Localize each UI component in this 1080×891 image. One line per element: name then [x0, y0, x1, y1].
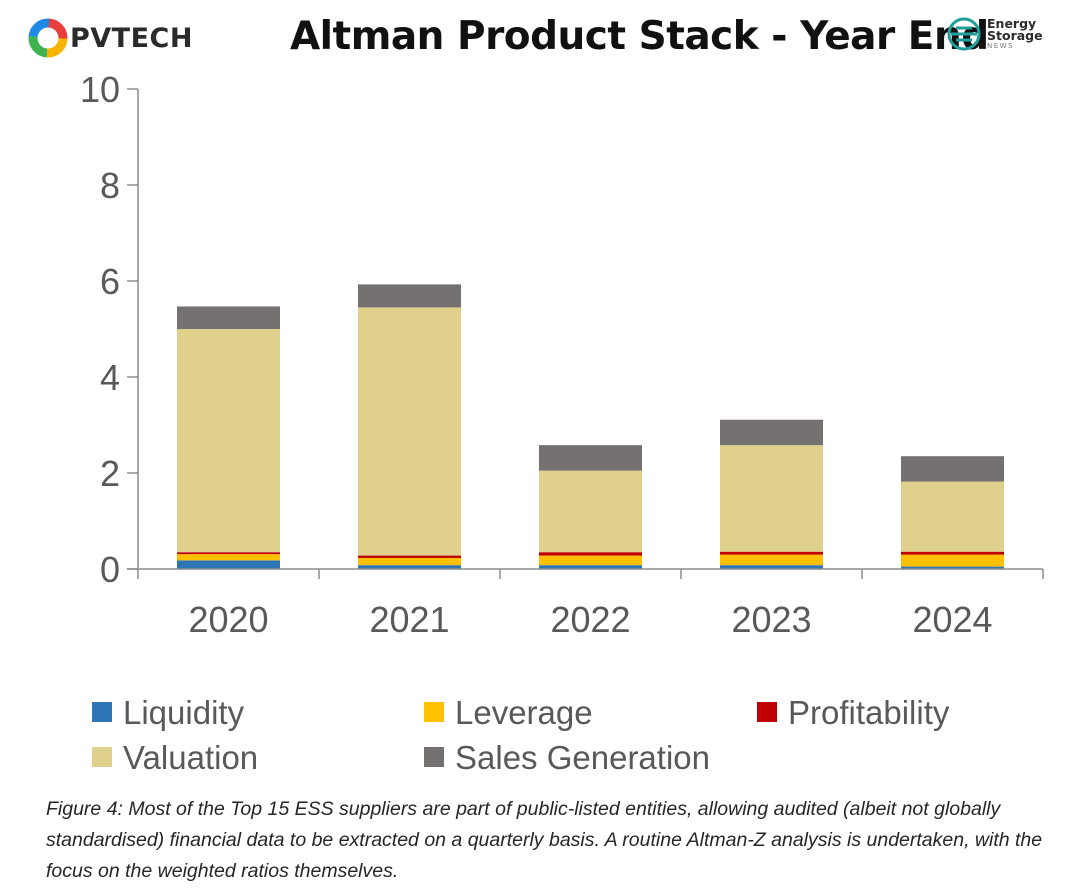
bar-segment: [720, 419, 823, 446]
y-tick-label: 2: [100, 453, 120, 494]
bar-segment: [901, 456, 1004, 482]
bar-segment: [720, 445, 823, 552]
y-tick-label: 0: [100, 549, 120, 590]
bar-segment: [539, 552, 642, 556]
bar-segment: [539, 445, 642, 471]
bar-segment: [539, 555, 642, 566]
bar-segment: [177, 329, 280, 553]
energy-storage-news-logo: Energy Storage NEWS: [946, 16, 1043, 52]
bar-segment: [177, 306, 280, 329]
bar-segment: [539, 470, 642, 553]
legend-swatch: [424, 747, 444, 767]
pvtech-logo-icon: [28, 18, 68, 58]
bar-segment: [358, 284, 461, 308]
legend-swatch: [92, 747, 112, 767]
x-tick-label: 2024: [912, 599, 992, 640]
y-tick-label: 10: [80, 69, 120, 110]
y-tick-label: 4: [100, 357, 120, 398]
bar-segment: [901, 554, 1004, 567]
legend-swatch: [92, 702, 112, 722]
legend-swatch: [424, 702, 444, 722]
x-tick-label: 2021: [369, 599, 449, 640]
bar-segment: [177, 552, 280, 555]
x-tick-label: 2022: [550, 599, 630, 640]
bar-segment: [720, 565, 823, 569]
bar-segment: [358, 565, 461, 569]
legend-swatch: [757, 702, 777, 722]
brand-line-energy: Energy: [987, 15, 1037, 31]
bar-segment: [901, 551, 1004, 555]
bar-segment: [177, 560, 280, 569]
x-tick-label: 2023: [731, 599, 811, 640]
bar-segment: [358, 555, 461, 558]
brand-line-storage: Storage: [987, 27, 1043, 43]
legend-label: Liquidity: [123, 694, 245, 731]
bar-segment: [358, 307, 461, 556]
bar-segment: [539, 565, 642, 569]
legend-label: Valuation: [123, 739, 258, 776]
y-tick-label: 6: [100, 261, 120, 302]
stacked-bar-chart: 0 2 4 6 8 10 2020 2021 2022 2023 2024 Liquidity Leve…: [80, 69, 1044, 776]
legend-label: Sales Generation: [455, 739, 710, 776]
pvtech-logo-text: PVTECH: [70, 22, 193, 54]
bar-segment: [901, 566, 1004, 569]
figure-caption: Figure 4: Most of the Top 15 ESS supplie…: [46, 798, 1043, 882]
bar-segment: [720, 554, 823, 566]
y-tick-label: 8: [100, 165, 120, 206]
energy-storage-logo-icon: [947, 17, 981, 51]
bar-segment: [177, 554, 280, 561]
chart-title: Altman Product Stack - Year End: [290, 14, 989, 59]
legend-label: Profitability: [788, 694, 950, 731]
x-tick-label: 2020: [188, 599, 268, 640]
legend-label: Leverage: [455, 694, 593, 731]
pvtech-logo: PVTECH: [28, 14, 193, 62]
bar-segment: [901, 481, 1004, 552]
brand-line-news: NEWS: [987, 41, 1015, 50]
bar-segment: [358, 557, 461, 566]
bar-segment: [720, 551, 823, 555]
